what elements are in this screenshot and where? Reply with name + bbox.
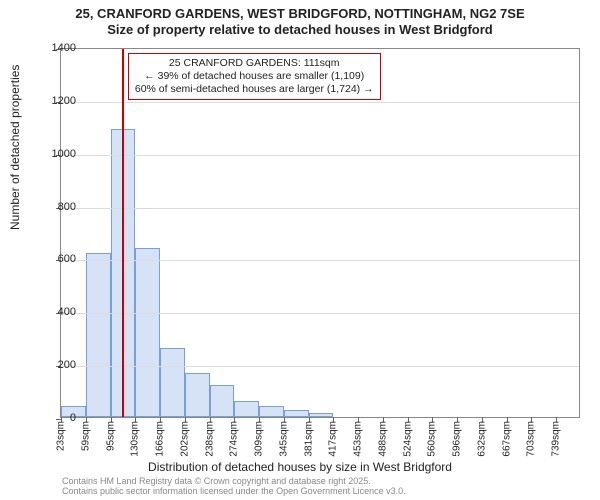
y-tick-label: 400 bbox=[40, 306, 76, 318]
x-tick-label: 274sqm bbox=[229, 421, 240, 457]
bars-group bbox=[61, 49, 579, 417]
title-line1: 25, CRANFORD GARDENS, WEST BRIDGFORD, NO… bbox=[75, 6, 524, 21]
histogram-bar bbox=[259, 406, 284, 417]
gridline bbox=[61, 260, 579, 261]
y-axis-label: Number of detached properties bbox=[8, 65, 22, 230]
histogram-bar bbox=[135, 248, 160, 417]
y-tick-label: 0 bbox=[40, 412, 76, 424]
y-tick-label: 200 bbox=[40, 359, 76, 371]
x-tick-label: 238sqm bbox=[204, 421, 215, 457]
x-tick-label: 703sqm bbox=[526, 421, 537, 457]
y-tick-label: 1400 bbox=[40, 42, 76, 54]
x-tick-label: 95sqm bbox=[105, 421, 116, 451]
plot-area: 25 CRANFORD GARDENS: 111sqm ← 39% of det… bbox=[60, 48, 580, 418]
gridline bbox=[61, 155, 579, 156]
x-tick-label: 488sqm bbox=[377, 421, 388, 457]
histogram-bar bbox=[160, 348, 185, 417]
x-tick-label: 453sqm bbox=[353, 421, 364, 457]
callout-line1: 25 CRANFORD GARDENS: 111sqm bbox=[135, 57, 374, 70]
x-tick-label: 524sqm bbox=[402, 421, 413, 457]
x-tick-label: 596sqm bbox=[452, 421, 463, 457]
x-tick-label: 381sqm bbox=[303, 421, 314, 457]
x-tick-label: 417sqm bbox=[328, 421, 339, 457]
x-tick-label: 23sqm bbox=[56, 421, 67, 451]
histogram-bar bbox=[185, 373, 210, 417]
callout-line3: 60% of semi-detached houses are larger (… bbox=[135, 83, 374, 96]
chart-container: 25, CRANFORD GARDENS, WEST BRIDGFORD, NO… bbox=[0, 0, 600, 500]
x-tick-label: 309sqm bbox=[254, 421, 265, 457]
x-tick-label: 166sqm bbox=[155, 421, 166, 457]
footer-attrib: Contains HM Land Registry data © Crown c… bbox=[62, 477, 406, 497]
reference-line bbox=[122, 49, 124, 417]
title-line2: Size of property relative to detached ho… bbox=[107, 22, 493, 37]
y-tick-label: 800 bbox=[40, 201, 76, 213]
y-tick-label: 1200 bbox=[40, 95, 76, 107]
x-tick-label: 667sqm bbox=[501, 421, 512, 457]
gridline bbox=[61, 366, 579, 367]
footer-line2: Contains public sector information licen… bbox=[62, 487, 406, 497]
histogram-bar bbox=[86, 253, 111, 417]
y-tick-label: 1000 bbox=[40, 148, 76, 160]
callout-box: 25 CRANFORD GARDENS: 111sqm ← 39% of det… bbox=[128, 53, 381, 100]
y-tick-label: 600 bbox=[40, 253, 76, 265]
callout-line2: ← 39% of detached houses are smaller (1,… bbox=[135, 70, 374, 83]
gridline bbox=[61, 208, 579, 209]
x-axis-label: Distribution of detached houses by size … bbox=[0, 460, 600, 474]
histogram-bar bbox=[309, 413, 334, 417]
gridline bbox=[61, 102, 579, 103]
gridline bbox=[61, 313, 579, 314]
x-tick-label: 345sqm bbox=[278, 421, 289, 457]
histogram-bar bbox=[210, 385, 235, 417]
x-tick-label: 560sqm bbox=[427, 421, 438, 457]
x-tick-label: 632sqm bbox=[476, 421, 487, 457]
histogram-bar bbox=[234, 401, 259, 417]
chart-title: 25, CRANFORD GARDENS, WEST BRIDGFORD, NO… bbox=[0, 0, 600, 39]
x-tick-label: 202sqm bbox=[179, 421, 190, 457]
x-tick-label: 59sqm bbox=[80, 421, 91, 451]
histogram-bar bbox=[284, 410, 309, 417]
x-tick-label: 739sqm bbox=[551, 421, 562, 457]
x-tick-label: 130sqm bbox=[130, 421, 141, 457]
